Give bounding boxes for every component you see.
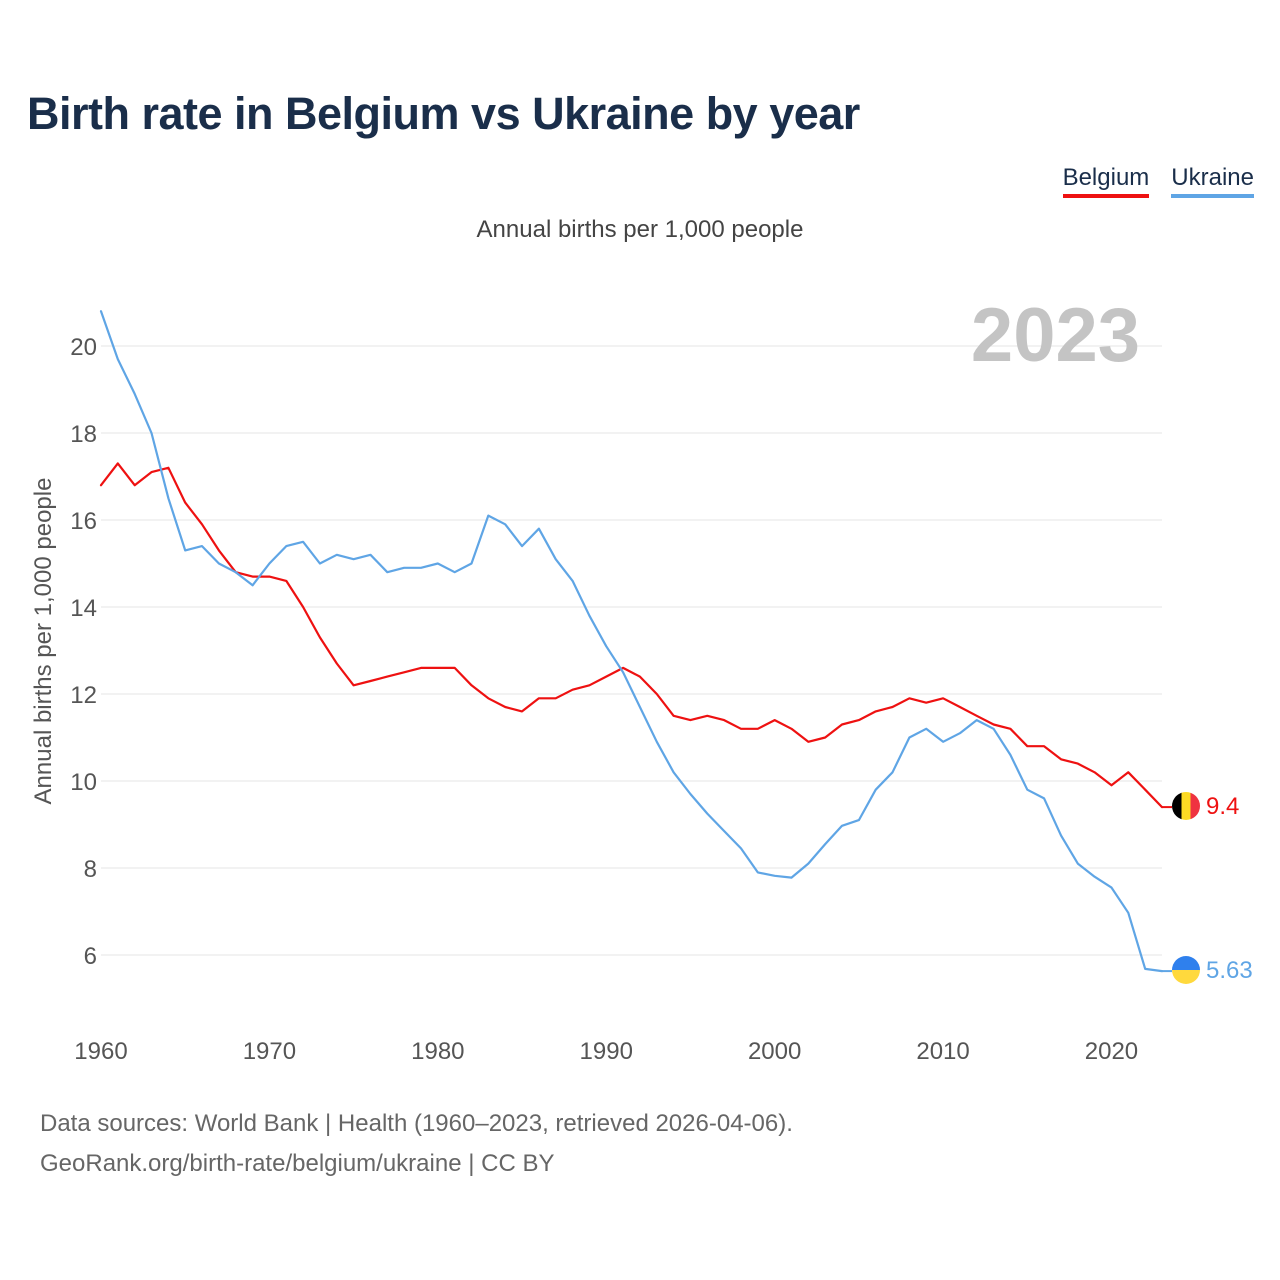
y-tick-label: 6: [84, 943, 97, 970]
x-tick-label: 2010: [916, 1038, 969, 1065]
x-tick-label: 2000: [748, 1038, 801, 1065]
x-tick-label: 1980: [411, 1038, 464, 1065]
y-tick-label: 8: [84, 856, 97, 883]
ukraine-flag-icon: [1172, 956, 1200, 984]
end-label-ukraine: 5.63: [1206, 957, 1253, 984]
legend: Belgium Ukraine: [1062, 164, 1254, 198]
series-line-ukraine: [99, 310, 1164, 973]
y-tick-label: 12: [70, 682, 97, 709]
y-tick-label: 10: [70, 769, 97, 796]
x-tick-label: 1990: [580, 1038, 633, 1065]
chart-title: Birth rate in Belgium vs Ukraine by year: [27, 88, 860, 139]
x-tick-label: 2020: [1085, 1038, 1138, 1065]
footer-link[interactable]: GeoRank.org/birth-rate/belgium/ukraine |…: [40, 1150, 555, 1177]
legend-item-belgium[interactable]: Belgium: [1062, 164, 1150, 198]
year-watermark: 2023: [971, 293, 1140, 378]
end-label-belgium: 9.4: [1206, 793, 1239, 820]
y-tick-label: 20: [70, 334, 97, 361]
y-tick-label: 14: [70, 595, 97, 622]
y-tick-label: 18: [70, 421, 97, 448]
x-tick-label: 1970: [243, 1038, 296, 1065]
footer: Data sources: World Bank | Health (1960–…: [40, 1104, 793, 1184]
y-axis-label: Annual births per 1,000 people: [30, 478, 57, 805]
footer-sources: Data sources: World Bank | Health (1960–…: [40, 1110, 793, 1137]
x-tick-label: 1960: [74, 1038, 127, 1065]
y-tick-label: 16: [70, 508, 97, 535]
chart-subtitle: Annual births per 1,000 people: [476, 216, 804, 243]
series-line-belgium: [99, 462, 1164, 809]
legend-item-ukraine[interactable]: Ukraine: [1171, 164, 1254, 198]
belgium-flag-icon: [1172, 792, 1200, 820]
